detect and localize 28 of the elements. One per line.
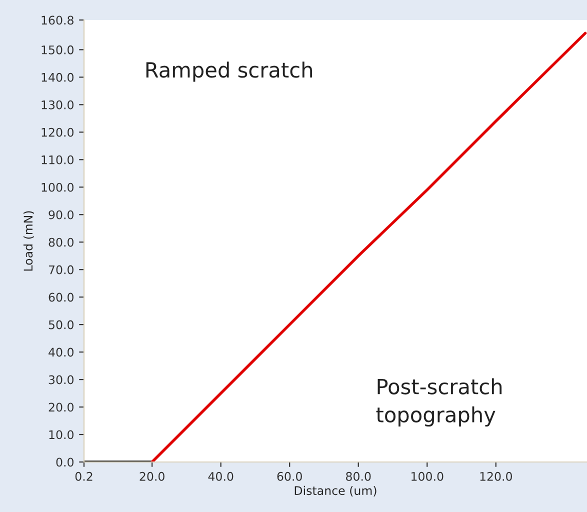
y-tick-label: 50.0 <box>48 320 74 330</box>
y-tick-label: 0.0 <box>56 458 74 467</box>
y-tick-label: 40.0 <box>48 348 74 357</box>
y-tick-label: 20.0 <box>48 402 74 412</box>
y-tick-label: 10.0 <box>49 430 74 440</box>
y-tick-label: 70.0 <box>48 265 74 274</box>
y-tick-label: 150.0 <box>42 45 74 54</box>
annotation: Post-scratch topography <box>376 378 502 427</box>
y-tick-label: 30.0 <box>48 375 74 384</box>
x-tick-label: 120.0 <box>480 472 512 481</box>
y-tick-label: 100.0 <box>42 182 74 192</box>
y-tick-label: 140.0 <box>42 72 74 82</box>
x-tick-label: 40.0 <box>208 472 234 481</box>
x-tick-label: 60.0 <box>277 472 302 481</box>
y-tick-label: 90.0 <box>48 210 74 220</box>
x-axis-title: Distance (um) <box>294 486 376 496</box>
y-axis-title: Load (mN) <box>24 211 34 271</box>
x-tick-label: 80.0 <box>346 472 371 481</box>
x-tick-label: 0.2 <box>75 472 92 481</box>
y-tick-label: 130.0 <box>42 100 74 110</box>
y-tick-label: 60.0 <box>48 292 74 302</box>
y-tick-label: 110.0 <box>42 155 74 164</box>
y-tick-label: 80.0 <box>48 238 74 247</box>
x-tick-label: 100.0 <box>412 472 444 481</box>
annotation: Ramped scratch <box>146 62 312 82</box>
x-tick-label: 20.0 <box>140 472 164 481</box>
y-tick-label: 120.0 <box>42 128 74 137</box>
y-tick-label: 160.8 <box>42 16 74 25</box>
